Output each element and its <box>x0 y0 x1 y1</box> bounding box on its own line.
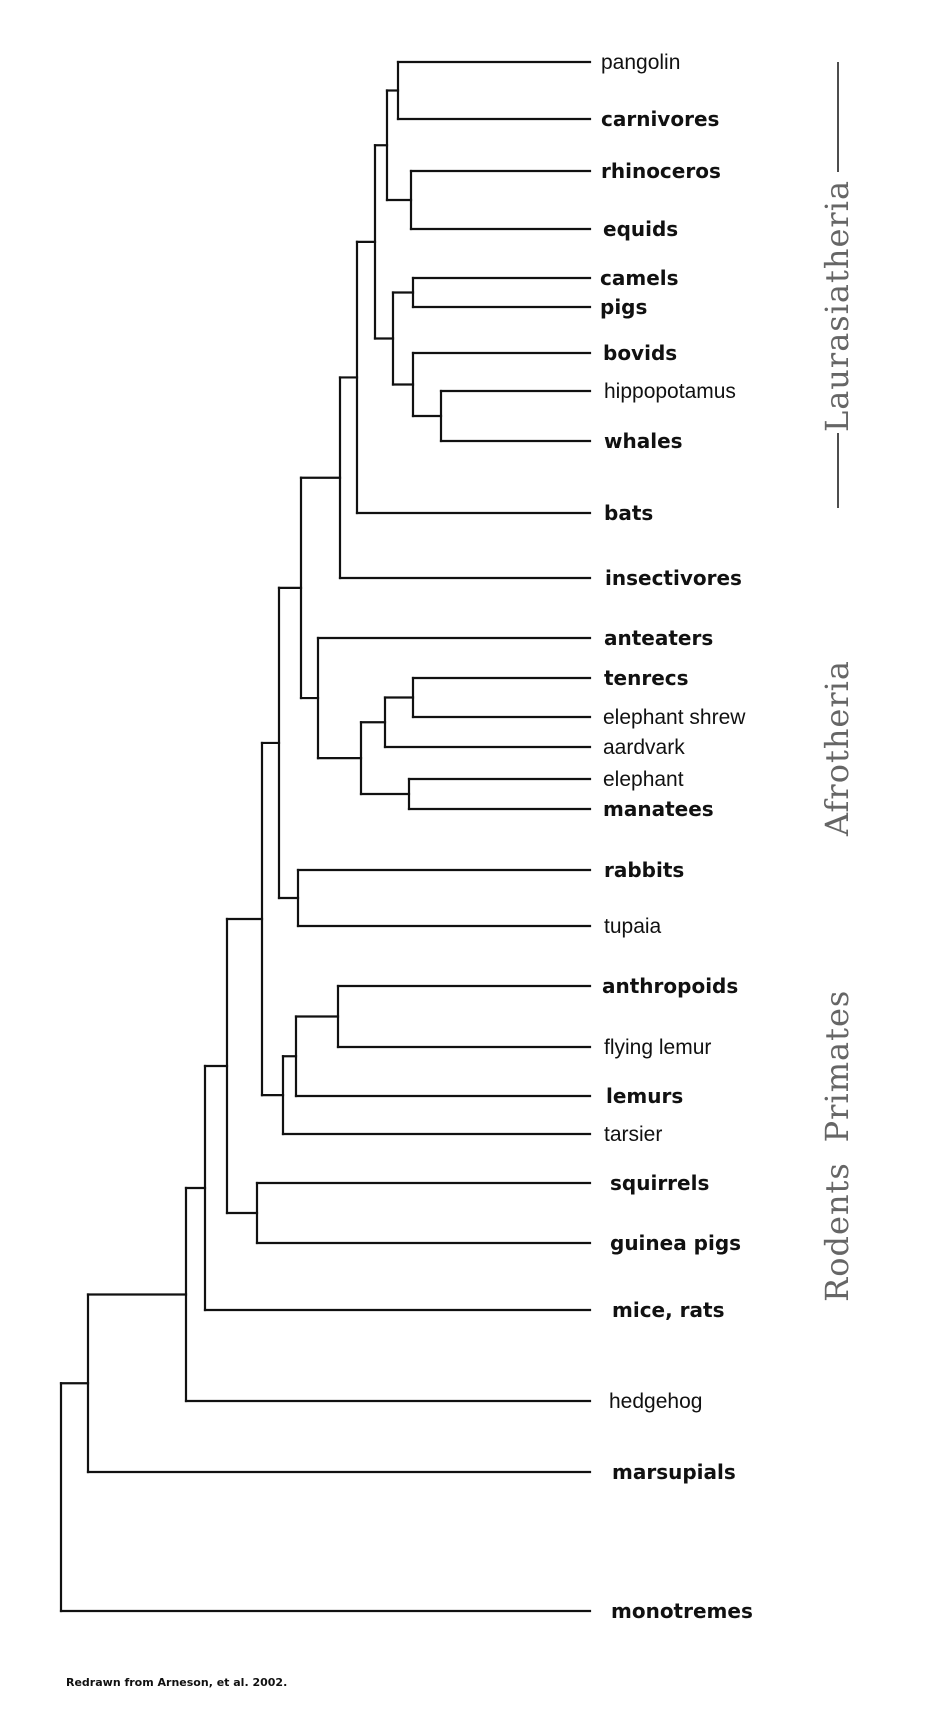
taxon-label-equids: equids <box>603 217 678 241</box>
group-primates-label: Primates <box>818 990 856 1143</box>
taxon-label-manatees: manatees <box>603 797 714 821</box>
taxon-label-rabbits: rabbits <box>604 858 684 882</box>
group-rodents-label: Rodents <box>818 1162 856 1302</box>
taxon-label-elephant-shrew: elephant shrew <box>603 706 746 729</box>
taxon-label-pangolin: pangolin <box>601 51 680 74</box>
taxon-label-aardvark: aardvark <box>603 736 685 759</box>
taxon-label-anteaters: anteaters <box>604 626 713 650</box>
tree-branches <box>59 60 592 1613</box>
taxon-label-flying-lemur: flying lemur <box>604 1036 711 1059</box>
taxon-label-tenrecs: tenrecs <box>604 666 689 690</box>
taxon-label-squirrels: squirrels <box>610 1171 709 1195</box>
taxon-label-guinea-pigs: guinea pigs <box>610 1231 741 1255</box>
taxon-label-tarsier: tarsier <box>604 1123 662 1146</box>
taxon-label-pigs: pigs <box>600 295 647 319</box>
credit-note: Redrawn from Arneson, et al. 2002. <box>66 1676 288 1689</box>
taxon-label-elephant: elephant <box>603 768 684 791</box>
taxon-label-bats: bats <box>604 501 653 525</box>
taxon-label-camels: camels <box>600 266 679 290</box>
taxon-label-whales: whales <box>604 429 683 453</box>
taxon-label-monotremes: monotremes <box>611 1599 753 1623</box>
taxon-label-hedgehog: hedgehog <box>609 1390 702 1413</box>
taxon-label-tupaia: tupaia <box>604 915 662 938</box>
taxon-label-rhinoceros: rhinoceros <box>601 159 721 183</box>
taxon-label-anthropoids: anthropoids <box>602 974 738 998</box>
taxon-label-lemurs: lemurs <box>606 1084 683 1108</box>
taxon-label-bovids: bovids <box>603 341 677 365</box>
taxon-label-hippopotamus: hippopotamus <box>604 380 736 403</box>
taxon-label-insectivores: insectivores <box>605 566 742 590</box>
tree-leaf-labels: pangolin carnivores rhinoceros equids camels… <box>600 51 753 1623</box>
group-laurasiatheria: Laurasiatheria <box>818 62 856 508</box>
group-afrotheria-label: Afrotheria <box>818 660 856 837</box>
taxon-label-marsupials: marsupials <box>612 1460 736 1484</box>
group-laurasiatheria-label: Laurasiatheria <box>818 180 856 432</box>
taxon-label-mice-rats: mice, rats <box>612 1298 725 1322</box>
taxon-label-carnivores: carnivores <box>601 107 719 131</box>
